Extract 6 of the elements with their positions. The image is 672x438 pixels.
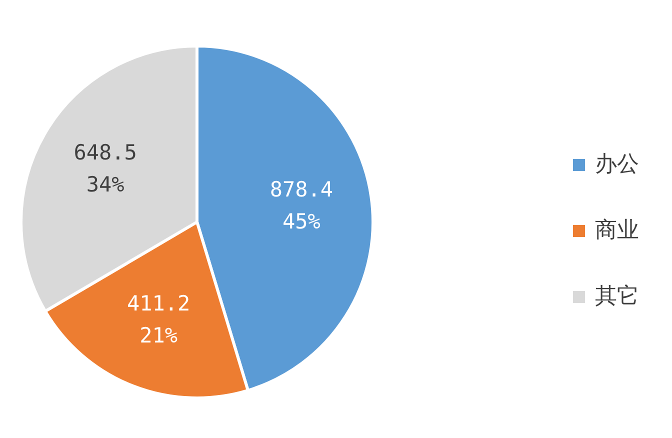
legend-label: 商业 <box>595 218 639 244</box>
data-label: 411.2 21% <box>126 291 190 348</box>
data-label: 878.4 45% <box>270 177 334 234</box>
legend-label: 办公 <box>595 152 639 178</box>
legend-label: 其它 <box>595 284 639 310</box>
data-label: 648.5 34% <box>74 140 137 196</box>
